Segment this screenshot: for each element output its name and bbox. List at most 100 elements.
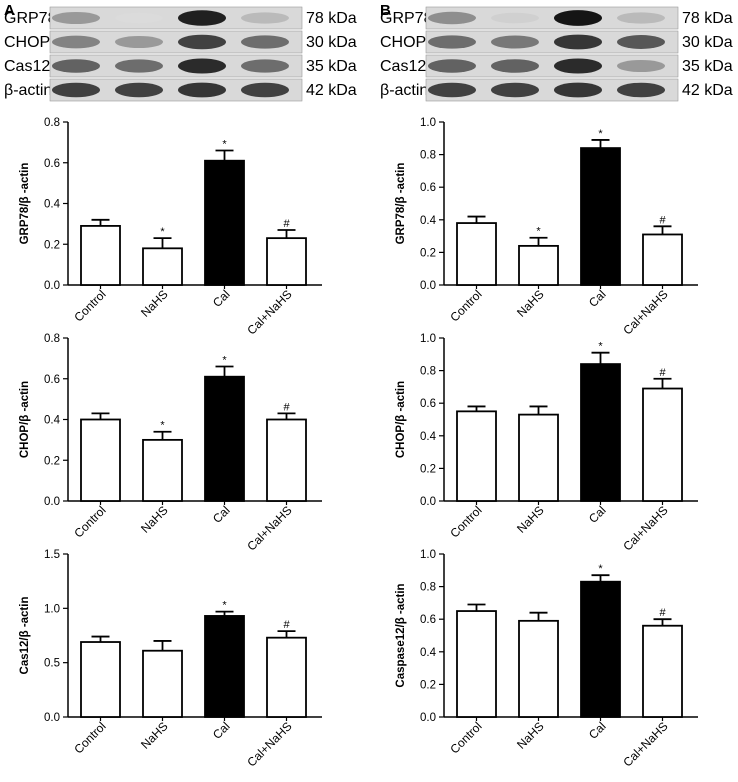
significance-marker: * bbox=[598, 341, 603, 353]
x-tick-label: Cal+NaHS bbox=[244, 719, 294, 769]
panel-letter: B bbox=[380, 2, 391, 19]
bar-cal bbox=[580, 363, 621, 502]
bar-chart: 0.0 0.2 0.4 0.6 0.8 1.0 CHOP/β -actin Control Na… bbox=[395, 333, 698, 553]
bar-nahs bbox=[518, 244, 559, 286]
y-axis-label: CHOP/β -actin bbox=[395, 381, 407, 458]
y-tick-label: 0.2 bbox=[420, 247, 436, 259]
y-axis-label: Cas12/β -actin bbox=[19, 597, 31, 675]
y-tick-label: 0.6 bbox=[44, 158, 60, 170]
significance-marker: * bbox=[160, 420, 165, 432]
y-tick-label: 0.4 bbox=[44, 415, 61, 427]
y-tick-label: 0.8 bbox=[420, 582, 436, 594]
blot-protein-label: CHOP bbox=[380, 34, 426, 51]
blot-band bbox=[241, 12, 289, 24]
y-tick-label: 0.4 bbox=[420, 647, 437, 659]
blot-size-label: 78 kDa bbox=[306, 10, 357, 27]
blot-strip bbox=[49, 6, 303, 30]
y-tick-label: 1.5 bbox=[44, 549, 60, 561]
blot-strip bbox=[49, 78, 303, 102]
bar-nahs bbox=[518, 619, 559, 718]
y-tick-label: 0.4 bbox=[44, 199, 61, 211]
x-tick-label: Cal+NaHS bbox=[620, 287, 670, 337]
significance-marker: * bbox=[160, 226, 165, 238]
blot-band bbox=[428, 11, 476, 25]
blot-band bbox=[554, 58, 602, 74]
significance-marker: # bbox=[659, 607, 666, 619]
y-tick-label: 0.0 bbox=[44, 280, 60, 292]
bar-nahs bbox=[142, 247, 183, 286]
blot-size-label: 30 kDa bbox=[306, 34, 357, 51]
bar-nahs bbox=[142, 649, 183, 718]
blot-band bbox=[52, 11, 100, 25]
x-tick-label: Control bbox=[71, 287, 108, 324]
bar-cal bbox=[204, 615, 245, 718]
y-tick-label: 0.2 bbox=[420, 463, 436, 475]
blot-strip bbox=[49, 54, 303, 78]
y-axis-label: GRP78/β -actin bbox=[395, 163, 407, 245]
y-tick-label: 0.8 bbox=[420, 150, 436, 162]
x-tick-label: Cal+NaHS bbox=[244, 287, 294, 337]
bar-control bbox=[80, 641, 121, 718]
y-tick-label: 0.4 bbox=[420, 215, 437, 227]
panel-letter: A bbox=[4, 2, 15, 19]
blot-band bbox=[115, 59, 163, 73]
bar-control bbox=[456, 410, 497, 502]
x-tick-label: Cal bbox=[210, 719, 233, 742]
y-tick-label: 0.6 bbox=[420, 182, 436, 194]
bar-chart: 0.0 0.2 0.4 0.6 0.8 1.0 GRP78/β -actin Control *… bbox=[395, 117, 698, 337]
y-tick-label: 0.8 bbox=[44, 117, 60, 129]
x-tick-label: Cal+NaHS bbox=[244, 503, 294, 553]
significance-marker: * bbox=[598, 563, 603, 575]
significance-marker: # bbox=[659, 367, 666, 379]
significance-marker: * bbox=[222, 355, 227, 367]
blot-band bbox=[554, 82, 602, 98]
y-tick-label: 0.0 bbox=[420, 496, 436, 508]
x-tick-label: Control bbox=[447, 287, 484, 324]
blot-size-label: 42 kDa bbox=[306, 82, 357, 99]
bar-cal bbox=[580, 147, 621, 286]
blot-band bbox=[52, 59, 100, 73]
blot-protein-label: CHOP bbox=[4, 34, 50, 51]
blot-band bbox=[617, 59, 665, 73]
y-tick-label: 1.0 bbox=[420, 333, 436, 345]
bar-cal-plus-nahs bbox=[266, 418, 307, 502]
y-tick-label: 0.0 bbox=[420, 280, 436, 292]
bar-chart: 0.0 0.5 1.0 1.5 Cas12/β -actin Control NaHS * Ca… bbox=[19, 549, 322, 769]
blot-protein-label: β-actin bbox=[380, 82, 428, 99]
x-tick-label: NaHS bbox=[138, 287, 171, 320]
x-tick-label: Cal+NaHS bbox=[620, 719, 670, 769]
y-axis-label: Caspase12/β -actin bbox=[395, 583, 407, 687]
blot-strip bbox=[425, 6, 679, 30]
blot-protein-label: Cas12 bbox=[380, 58, 426, 75]
y-tick-label: 0.0 bbox=[44, 712, 60, 724]
blot-band bbox=[554, 10, 602, 26]
x-tick-label: NaHS bbox=[514, 287, 547, 320]
x-tick-label: Cal+NaHS bbox=[620, 503, 670, 553]
blot-protein-label: Cas12 bbox=[4, 58, 50, 75]
x-tick-label: Control bbox=[447, 719, 484, 756]
blot-size-label: 78 kDa bbox=[682, 10, 733, 27]
x-tick-label: Cal bbox=[210, 287, 233, 310]
blot-band bbox=[178, 34, 226, 50]
blot-band bbox=[554, 34, 602, 50]
bar-cal-plus-nahs bbox=[642, 624, 683, 718]
blot-protein-label: β-actin bbox=[4, 82, 52, 99]
bar-nahs bbox=[518, 413, 559, 502]
blot-band bbox=[428, 82, 476, 98]
y-tick-label: 0.6 bbox=[420, 398, 436, 410]
bar-chart: 0.0 0.2 0.4 0.6 0.8 GRP78/β -actin Control * NaH… bbox=[19, 117, 322, 337]
significance-marker: # bbox=[659, 214, 666, 226]
bar-chart: 0.0 0.2 0.4 0.6 0.8 CHOP/β -actin Control * NaHS… bbox=[19, 333, 322, 553]
blot-band bbox=[428, 59, 476, 73]
blot-band bbox=[178, 82, 226, 98]
bar-cal bbox=[204, 159, 245, 286]
blot-strip bbox=[49, 30, 303, 54]
bar-cal-plus-nahs bbox=[642, 387, 683, 502]
bar-control bbox=[456, 610, 497, 718]
blot-strip bbox=[425, 54, 679, 78]
y-axis-label: CHOP/β -actin bbox=[19, 381, 31, 458]
blot-band bbox=[178, 10, 226, 26]
x-tick-label: NaHS bbox=[514, 503, 547, 536]
blot-band bbox=[428, 35, 476, 49]
